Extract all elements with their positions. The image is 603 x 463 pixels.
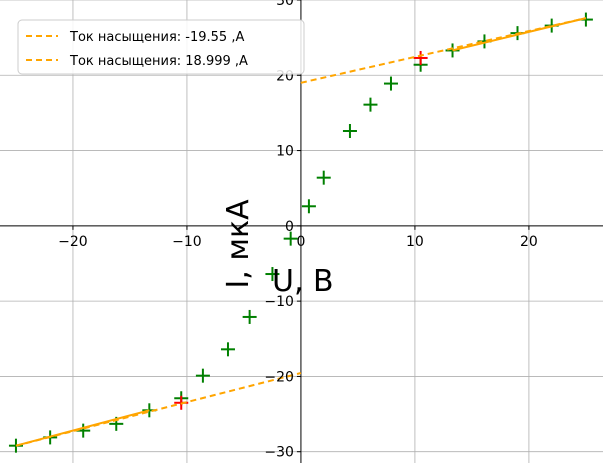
data-point (242, 309, 257, 324)
x-tick-label: −20 (58, 234, 88, 250)
data-point (363, 97, 378, 112)
y-tick-label: 30 (276, 0, 294, 9)
data-point (283, 231, 298, 246)
data-point (301, 199, 316, 214)
legend-box (17, 19, 305, 75)
data-point (195, 368, 210, 383)
data-point (220, 342, 235, 357)
series-line-5 (452, 17, 587, 52)
x-tick-label: 20 (520, 234, 538, 250)
y-tick-label: 0 (285, 219, 294, 235)
x-tick-label: −10 (172, 234, 202, 250)
data-point (265, 267, 280, 282)
series-line-4 (15, 409, 150, 447)
y-tick-label: −20 (264, 369, 294, 385)
y-tick-label: −30 (264, 445, 294, 461)
series-line-2 (15, 372, 302, 447)
y-axis-label: I, мкА (221, 199, 256, 289)
x-axis-label: U, В (272, 264, 334, 299)
series-layer (8, 12, 593, 453)
data-point (316, 170, 331, 185)
legend-label-2: Ток насыщения: 18.999 ,А (69, 54, 248, 69)
x-tick-label: 10 (406, 234, 424, 250)
data-point (383, 76, 398, 91)
data-point (8, 438, 23, 453)
y-tick-label: 10 (276, 144, 294, 160)
legend: Ток насыщения: -19.55 ,А Ток насыщения: … (17, 19, 305, 75)
data-point (342, 123, 357, 138)
legend-label-1: Ток насыщения: -19.55 ,А (69, 30, 244, 45)
y-tick-label: −10 (264, 294, 294, 310)
x-tick-label: 0 (296, 234, 305, 250)
data-point (413, 50, 428, 65)
